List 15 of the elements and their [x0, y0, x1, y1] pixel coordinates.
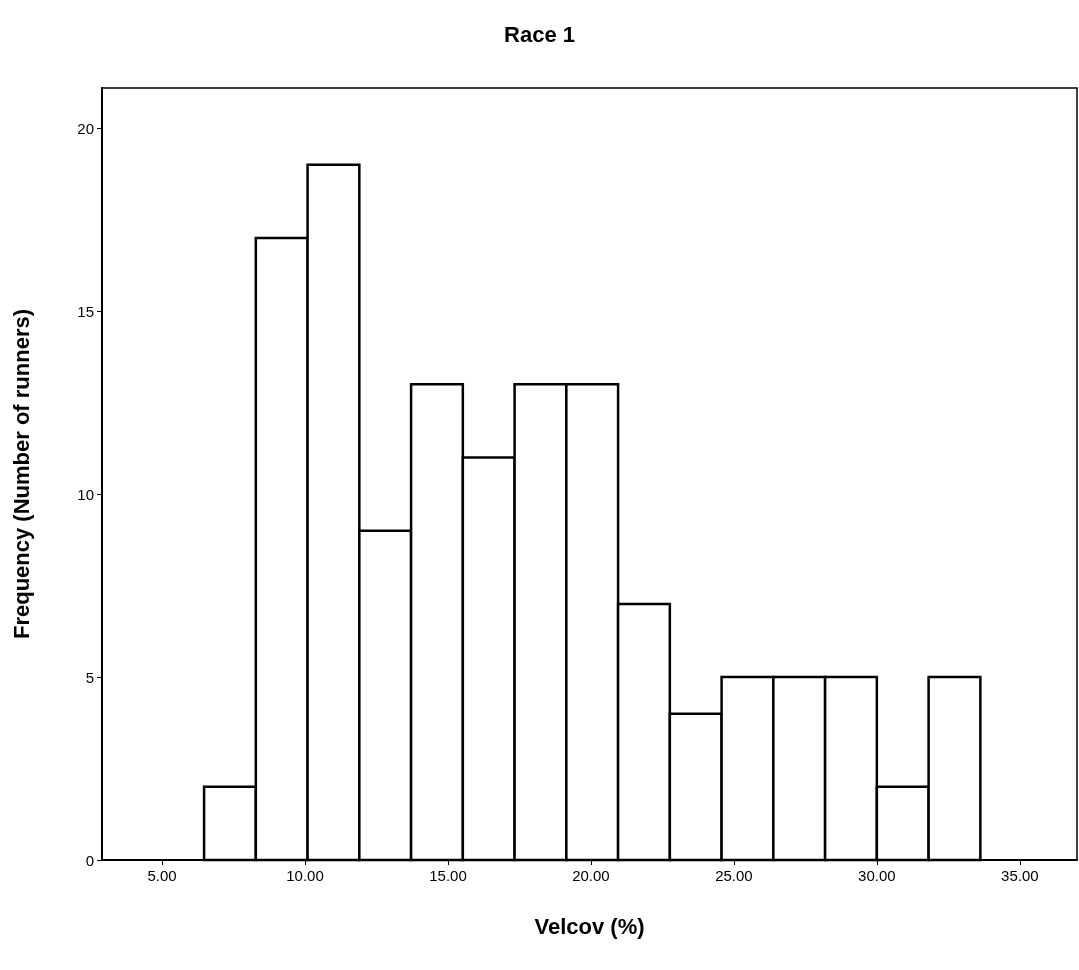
y-tick-label: 10: [77, 485, 94, 503]
x-tick-label: 5.00: [147, 867, 177, 884]
x-tick-label: 35.00: [1001, 867, 1039, 884]
chart-title: Race 1: [504, 21, 575, 47]
y-tick-label: 15: [77, 302, 94, 320]
x-tick-label: 30.00: [858, 867, 896, 884]
x-axis-title: Velcov (%): [534, 913, 645, 939]
x-tick-label: 25.00: [715, 867, 753, 884]
x-tick-label: 15.00: [429, 867, 467, 884]
x-tick-label: 10.00: [286, 867, 324, 884]
y-tick-label: 0: [85, 851, 94, 869]
y-axis-title: Frequency (Number of runners): [8, 308, 34, 640]
x-tick-label: 20.00: [572, 867, 610, 884]
y-tick-label: 5: [85, 668, 94, 686]
y-tick-label: 20: [77, 119, 94, 137]
